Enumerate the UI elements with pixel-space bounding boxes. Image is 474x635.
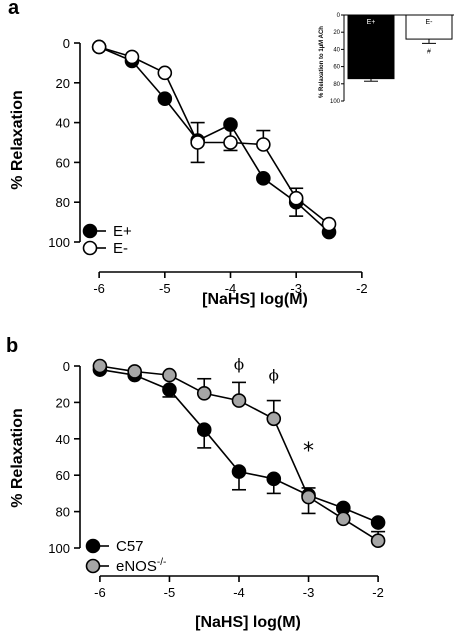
data-point	[196, 422, 212, 438]
data-point	[162, 367, 177, 383]
y-tick-label: 100	[48, 541, 70, 556]
x-axis-title: [NaHS] log(M)	[202, 291, 308, 308]
data-point	[190, 135, 205, 150]
legend-label: E+	[113, 223, 132, 240]
x-tick-label: -2	[356, 281, 368, 296]
x-axis-title: [NaHS] log(M)	[195, 614, 301, 631]
legend-marker	[82, 240, 98, 256]
inset-y-tick-label: 100	[330, 99, 341, 105]
y-tick-label: 20	[56, 395, 70, 410]
inset-bar-e-plus	[347, 14, 395, 80]
data-point	[231, 393, 247, 408]
significance-phi: ϕ	[269, 367, 279, 385]
significance-asterisk: *	[303, 439, 314, 464]
data-point	[124, 49, 140, 65]
data-point	[288, 190, 304, 206]
panel-letter: b	[6, 335, 18, 357]
legend-label-text: eNOS	[116, 558, 157, 575]
data-point	[256, 171, 271, 186]
legend-label: E-	[113, 240, 128, 257]
data-point	[196, 385, 212, 401]
panel-b: b 0 20 40 60 80 100 -6 -5 -4 -3 -2 [NaHS] log(M) % Re…	[6, 335, 386, 631]
data-point	[301, 489, 316, 505]
data-point	[266, 471, 282, 487]
data-point	[223, 135, 238, 150]
data-point	[266, 411, 282, 427]
inset-y-tick-label: 80	[333, 82, 340, 88]
significance-phi: ϕ	[234, 356, 244, 374]
panel-a: a 0 20 40 60 80 100 -6 -5 -4 -3 -2 [NaHS] log(M) % Re…	[8, 0, 454, 308]
y-tick-label: 60	[56, 468, 70, 483]
data-point	[162, 382, 177, 397]
legend-label-text: E+	[113, 223, 132, 240]
y-tick-label: 40	[56, 432, 70, 447]
legend-label-superscript: -/-	[157, 557, 166, 568]
legend-label-text: C57	[116, 538, 144, 555]
x-tick-label: -4	[225, 281, 237, 296]
legend-label-text: E-	[113, 240, 128, 257]
y-tick-label: 80	[56, 505, 70, 520]
y-tick-label: 20	[56, 76, 70, 91]
legend-label: eNOS-/-	[116, 557, 166, 575]
data-point	[92, 358, 108, 374]
data-point	[91, 39, 107, 55]
y-tick-label: 40	[56, 116, 70, 131]
x-tick-label: -6	[93, 281, 105, 296]
x-tick-label: -5	[164, 585, 176, 600]
inset-y-axis-title: % Relaxation to 1µM ACh	[319, 26, 325, 98]
data-point	[370, 515, 386, 530]
x-tick-label: -5	[159, 281, 171, 296]
y-tick-label: 80	[56, 195, 70, 210]
data-point	[157, 91, 173, 107]
legend-label: C57	[116, 538, 144, 555]
y-tick-label: 100	[48, 235, 70, 250]
data-point	[256, 137, 271, 152]
y-tick-label: 60	[56, 155, 70, 170]
inset-y-tick-label: 20	[333, 30, 340, 36]
legend-marker	[82, 223, 98, 239]
data-point	[223, 117, 238, 132]
data-point	[231, 464, 247, 479]
y-tick-label: 0	[63, 359, 70, 374]
inset-bar-chart: 0 20 40 60 80 100 % Relaxation to 1µM ACh E+ E- #	[319, 13, 454, 105]
data-point	[321, 216, 337, 232]
y-tick-label: 0	[63, 36, 70, 51]
inset-significance-hash: #	[427, 48, 431, 55]
inset-y-tick-label: 60	[333, 65, 340, 71]
inset-y-tick-label: 0	[337, 13, 341, 19]
inset-y-tick-label: 40	[333, 47, 340, 53]
x-tick-label: -3	[290, 281, 302, 296]
data-point	[157, 65, 173, 81]
x-tick-label: -2	[372, 585, 384, 600]
x-tick-label: -6	[94, 585, 106, 600]
inset-bar-label: E-	[426, 19, 434, 26]
data-point	[336, 511, 351, 527]
y-axis-title: % Relaxation	[9, 408, 26, 508]
x-tick-label: -3	[303, 585, 315, 600]
inset-bar-label: E+	[367, 19, 376, 26]
legend-marker	[85, 558, 101, 574]
y-axis-title: % Relaxation	[9, 90, 26, 190]
x-tick-label: -4	[233, 585, 245, 600]
panel-letter: a	[8, 0, 20, 19]
inset-bar-e-minus	[405, 14, 453, 40]
legend-marker	[85, 538, 101, 554]
data-point	[370, 533, 386, 549]
data-point	[127, 364, 142, 379]
